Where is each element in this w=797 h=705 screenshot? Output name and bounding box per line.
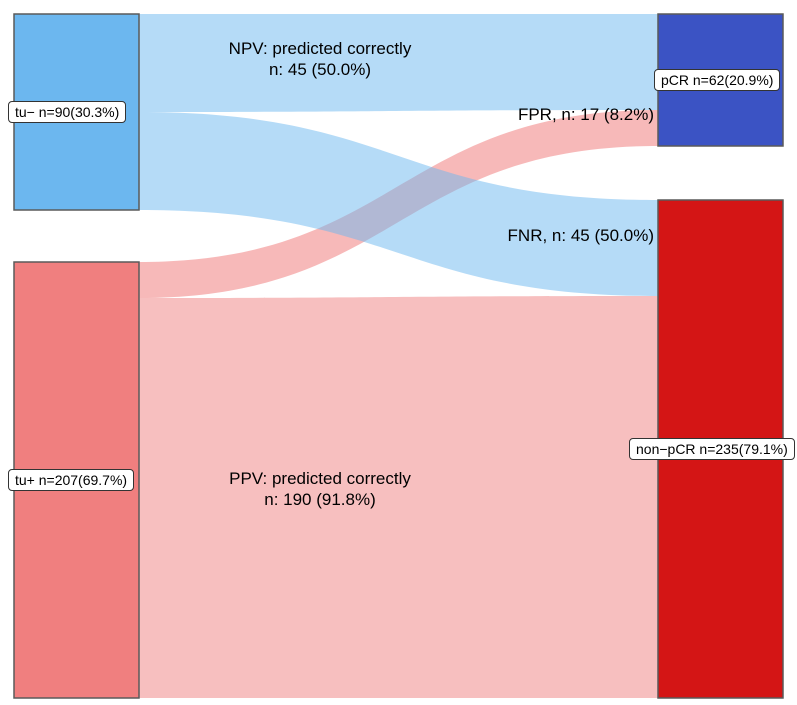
flow-label-fnr: FNR, n: 45 (50.0%) (508, 225, 654, 246)
node-label-non_pcr: non−pCR n=235(79.1%) (629, 438, 795, 460)
sankey-diagram: tu− n=90(30.3%) tu+ n=207(69.7%) pCR n=62(… (0, 0, 797, 705)
flow-label-ppv: PPV: predicted correctly n: 190 (91.8%) (229, 468, 411, 511)
flow-label-fpr: FPR, n: 17 (8.2%) (518, 104, 654, 125)
node-label-tu_neg: tu− n=90(30.3%) (8, 101, 126, 123)
node-label-pcr: pCR n=62(20.9%) (654, 69, 780, 91)
flow-label-npv: NPV: predicted correctly n: 45 (50.0%) (229, 38, 412, 81)
node-label-tu_pos: tu+ n=207(69.7%) (8, 469, 134, 491)
